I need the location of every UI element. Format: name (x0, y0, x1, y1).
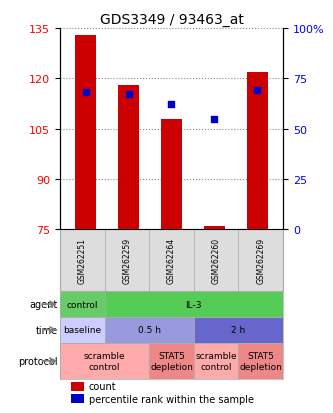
FancyBboxPatch shape (60, 317, 105, 343)
Text: GSM262269: GSM262269 (256, 237, 265, 284)
Text: GSM262251: GSM262251 (78, 237, 87, 284)
Text: STAT5
depletion: STAT5 depletion (150, 351, 193, 370)
FancyBboxPatch shape (60, 292, 105, 317)
FancyBboxPatch shape (60, 230, 105, 292)
Bar (71, 394, 85, 404)
FancyBboxPatch shape (194, 317, 283, 343)
Bar (161, 119, 182, 230)
FancyBboxPatch shape (149, 343, 194, 379)
FancyBboxPatch shape (238, 343, 283, 379)
Text: agent: agent (29, 299, 58, 309)
Text: baseline: baseline (63, 325, 101, 335)
Point (83, 90, 88, 96)
Text: percentile rank within the sample: percentile rank within the sample (89, 394, 254, 404)
Text: STAT5
depletion: STAT5 depletion (239, 351, 282, 370)
FancyBboxPatch shape (105, 230, 149, 292)
Point (255, 88, 260, 95)
Point (126, 92, 131, 98)
FancyBboxPatch shape (105, 317, 194, 343)
Text: 2 h: 2 h (231, 325, 245, 335)
Text: GSM262264: GSM262264 (167, 237, 176, 284)
Text: scramble
control: scramble control (195, 351, 237, 370)
Text: count: count (89, 381, 117, 391)
Text: protocol: protocol (18, 356, 58, 366)
FancyBboxPatch shape (60, 343, 149, 379)
Text: GSM262259: GSM262259 (122, 237, 132, 284)
Text: 0.5 h: 0.5 h (138, 325, 161, 335)
Text: time: time (36, 325, 58, 335)
Bar (118, 86, 139, 230)
Bar (246, 72, 268, 230)
FancyBboxPatch shape (194, 343, 238, 379)
Bar (75, 36, 97, 230)
Text: control: control (67, 300, 98, 309)
Point (212, 116, 217, 123)
Bar (71, 382, 85, 391)
Bar (204, 226, 225, 230)
Text: GSM262260: GSM262260 (211, 237, 221, 284)
Point (169, 102, 174, 109)
FancyBboxPatch shape (149, 230, 194, 292)
Text: IL-3: IL-3 (185, 300, 202, 309)
Text: scramble
control: scramble control (84, 351, 125, 370)
Title: GDS3349 / 93463_at: GDS3349 / 93463_at (100, 12, 243, 26)
FancyBboxPatch shape (194, 230, 238, 292)
FancyBboxPatch shape (238, 230, 283, 292)
FancyBboxPatch shape (105, 292, 283, 317)
